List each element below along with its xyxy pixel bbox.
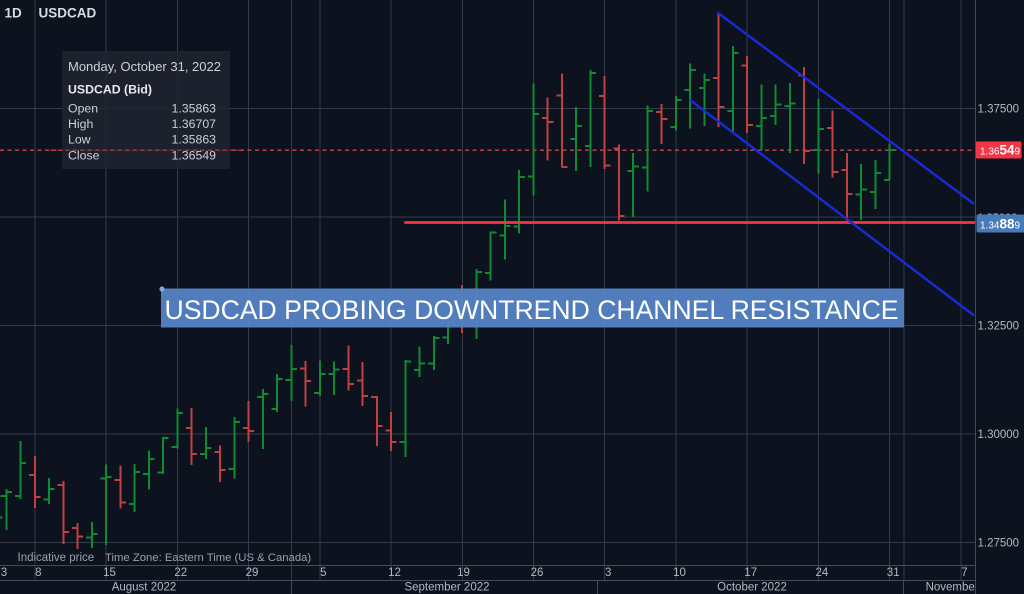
svg-text:1.36707: 1.36707 <box>172 117 217 131</box>
svg-text:Monday, October 31, 2022: Monday, October 31, 2022 <box>68 59 221 74</box>
svg-text:22: 22 <box>174 567 187 579</box>
svg-text:USDCAD (Bid): USDCAD (Bid) <box>68 83 152 97</box>
svg-text:1.37500: 1.37500 <box>978 104 1020 116</box>
svg-text:Low: Low <box>68 133 91 147</box>
svg-text:1.35863: 1.35863 <box>172 102 217 116</box>
svg-text:10: 10 <box>673 567 686 579</box>
svg-text:October 2022: October 2022 <box>717 582 787 594</box>
svg-text:1.35863: 1.35863 <box>172 133 217 147</box>
svg-text:1D: 1D <box>5 6 23 21</box>
svg-text:29: 29 <box>246 567 259 579</box>
svg-text:USDCAD PROBING DOWNTREND CHANN: USDCAD PROBING DOWNTREND CHANNEL RESISTA… <box>165 295 899 325</box>
svg-text:1.34889: 1.34889 <box>980 217 1021 232</box>
svg-text:3: 3 <box>1 567 7 579</box>
svg-text:3: 3 <box>605 567 611 579</box>
svg-text:5: 5 <box>320 567 326 579</box>
svg-text:7: 7 <box>961 567 967 579</box>
svg-text:12: 12 <box>388 567 401 579</box>
svg-text:USDCAD: USDCAD <box>39 6 97 21</box>
svg-text:15: 15 <box>103 567 116 579</box>
svg-text:Indicative price: Indicative price <box>18 552 95 564</box>
svg-text:High: High <box>68 117 93 131</box>
svg-text:November 2022: November 2022 <box>926 582 1008 594</box>
svg-text:19: 19 <box>457 567 470 579</box>
svg-text:Close: Close <box>68 149 100 163</box>
svg-text:31: 31 <box>887 567 900 579</box>
svg-text:24: 24 <box>816 567 829 579</box>
svg-text:17: 17 <box>744 567 757 579</box>
svg-text:26: 26 <box>531 567 544 579</box>
svg-text:Open: Open <box>68 102 98 116</box>
svg-text:1.36549: 1.36549 <box>980 143 1021 158</box>
svg-text:8: 8 <box>35 567 41 579</box>
svg-text:1.36549: 1.36549 <box>172 149 217 163</box>
svg-text:Time Zone: Eastern Time (US &: Time Zone: Eastern Time (US & Canada) <box>105 552 311 564</box>
svg-text:1.32500: 1.32500 <box>978 321 1020 333</box>
svg-text:August 2022: August 2022 <box>112 582 177 594</box>
svg-text:1.27500: 1.27500 <box>978 537 1020 549</box>
svg-text:1.30000: 1.30000 <box>978 429 1020 441</box>
svg-text:September 2022: September 2022 <box>404 582 489 594</box>
